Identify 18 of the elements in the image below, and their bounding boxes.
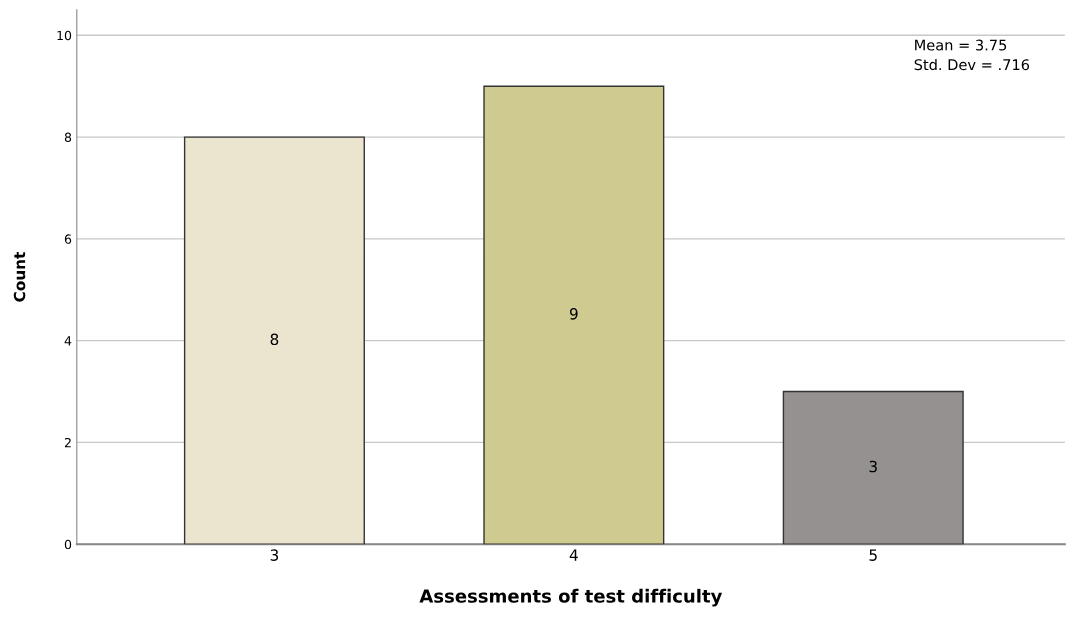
bar <box>483 85 665 545</box>
y-tick-label: 2 <box>64 437 71 448</box>
y-tick-label: 10 <box>57 30 72 41</box>
y-axis-title: Count <box>13 252 26 302</box>
data-label: 3 <box>869 460 877 473</box>
y-tick-label: 0 <box>64 539 72 550</box>
bar <box>183 136 365 545</box>
x-tick-label: 5 <box>869 549 877 561</box>
y-tick-label: 6 <box>64 234 72 244</box>
y-tick-label: 4 <box>64 336 72 346</box>
data-label: 9 <box>569 308 578 320</box>
x-tick-label: 4 <box>569 549 578 561</box>
annotation: Mean = 3.75 Std. Dev = .716 <box>914 39 1030 71</box>
y-tick-label: 8 <box>64 132 72 143</box>
data-label: 8 <box>270 333 279 346</box>
x-tick-label: 3 <box>270 549 279 561</box>
bar <box>782 390 964 545</box>
x-axis-title: Assessments of test difficulty <box>419 588 723 607</box>
